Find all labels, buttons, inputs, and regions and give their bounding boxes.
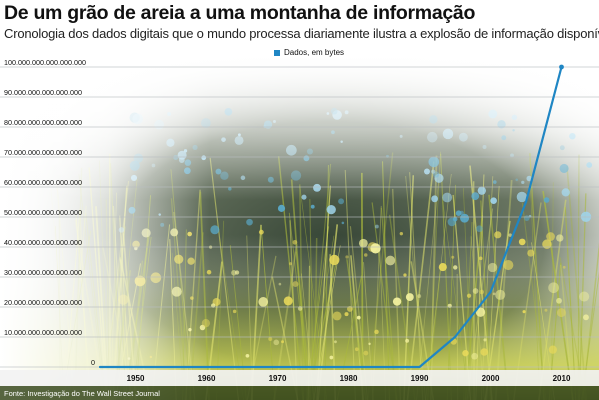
chart-subtitle: Cronologia dos dados digitais que o mund… (4, 26, 599, 41)
y-tick-label: 90.000.000.000.000.000 (4, 88, 82, 97)
x-axis-tick-labels: 1950 1960 1970 1980 1990 2000 2010 (127, 374, 571, 383)
x-tick-label: 2010 (553, 374, 571, 383)
chart-title: De um grão de areia a uma montanha de in… (4, 2, 476, 24)
legend-swatch (274, 49, 280, 56)
y-tick-label: 100.000.000.000.000.000 (4, 58, 86, 67)
source-note: Fonte: Investigação do The Wall Street J… (4, 389, 160, 398)
y-tick-label: 40.000.000.000.000.000 (4, 238, 82, 247)
series-lines (98, 64, 564, 369)
legend-label: Dados, em bytes (284, 48, 345, 57)
fiber-optic-photo-background (0, 55, 599, 400)
y-tick-label: 10.000.000.000.000.000 (4, 328, 82, 337)
y-tick-label: 20.000.000.000.000.000 (4, 298, 82, 307)
series-line (98, 65, 563, 369)
source-band (0, 386, 599, 400)
x-tick-label: 1990 (411, 374, 429, 383)
series-end-point (559, 64, 564, 70)
legend: Dados, em bytes (274, 48, 344, 57)
x-tick-label: 1970 (269, 374, 287, 383)
y-tick-label: 30.000.000.000.000.000 (4, 268, 82, 277)
x-tick-label: 1950 (127, 374, 145, 383)
y-tick-label: 50.000.000.000.000.000 (4, 208, 82, 217)
y-axis-tick-labels: 100.000.000.000.000.000 90.000.000.000.00… (4, 58, 95, 367)
x-tick-label: 2000 (482, 374, 500, 383)
y-tick-label: 70.000.000.000.000.000 (4, 148, 82, 157)
y-tick-label: 60.000.000.000.000.000 (4, 178, 82, 187)
x-axis-band (0, 370, 599, 386)
x-tick-label: 1980 (340, 374, 358, 383)
y-tick-label: 80.000.000.000.000.000 (4, 118, 82, 127)
x-tick-label: 1960 (198, 374, 216, 383)
y-tick-label: 0 (91, 358, 95, 367)
